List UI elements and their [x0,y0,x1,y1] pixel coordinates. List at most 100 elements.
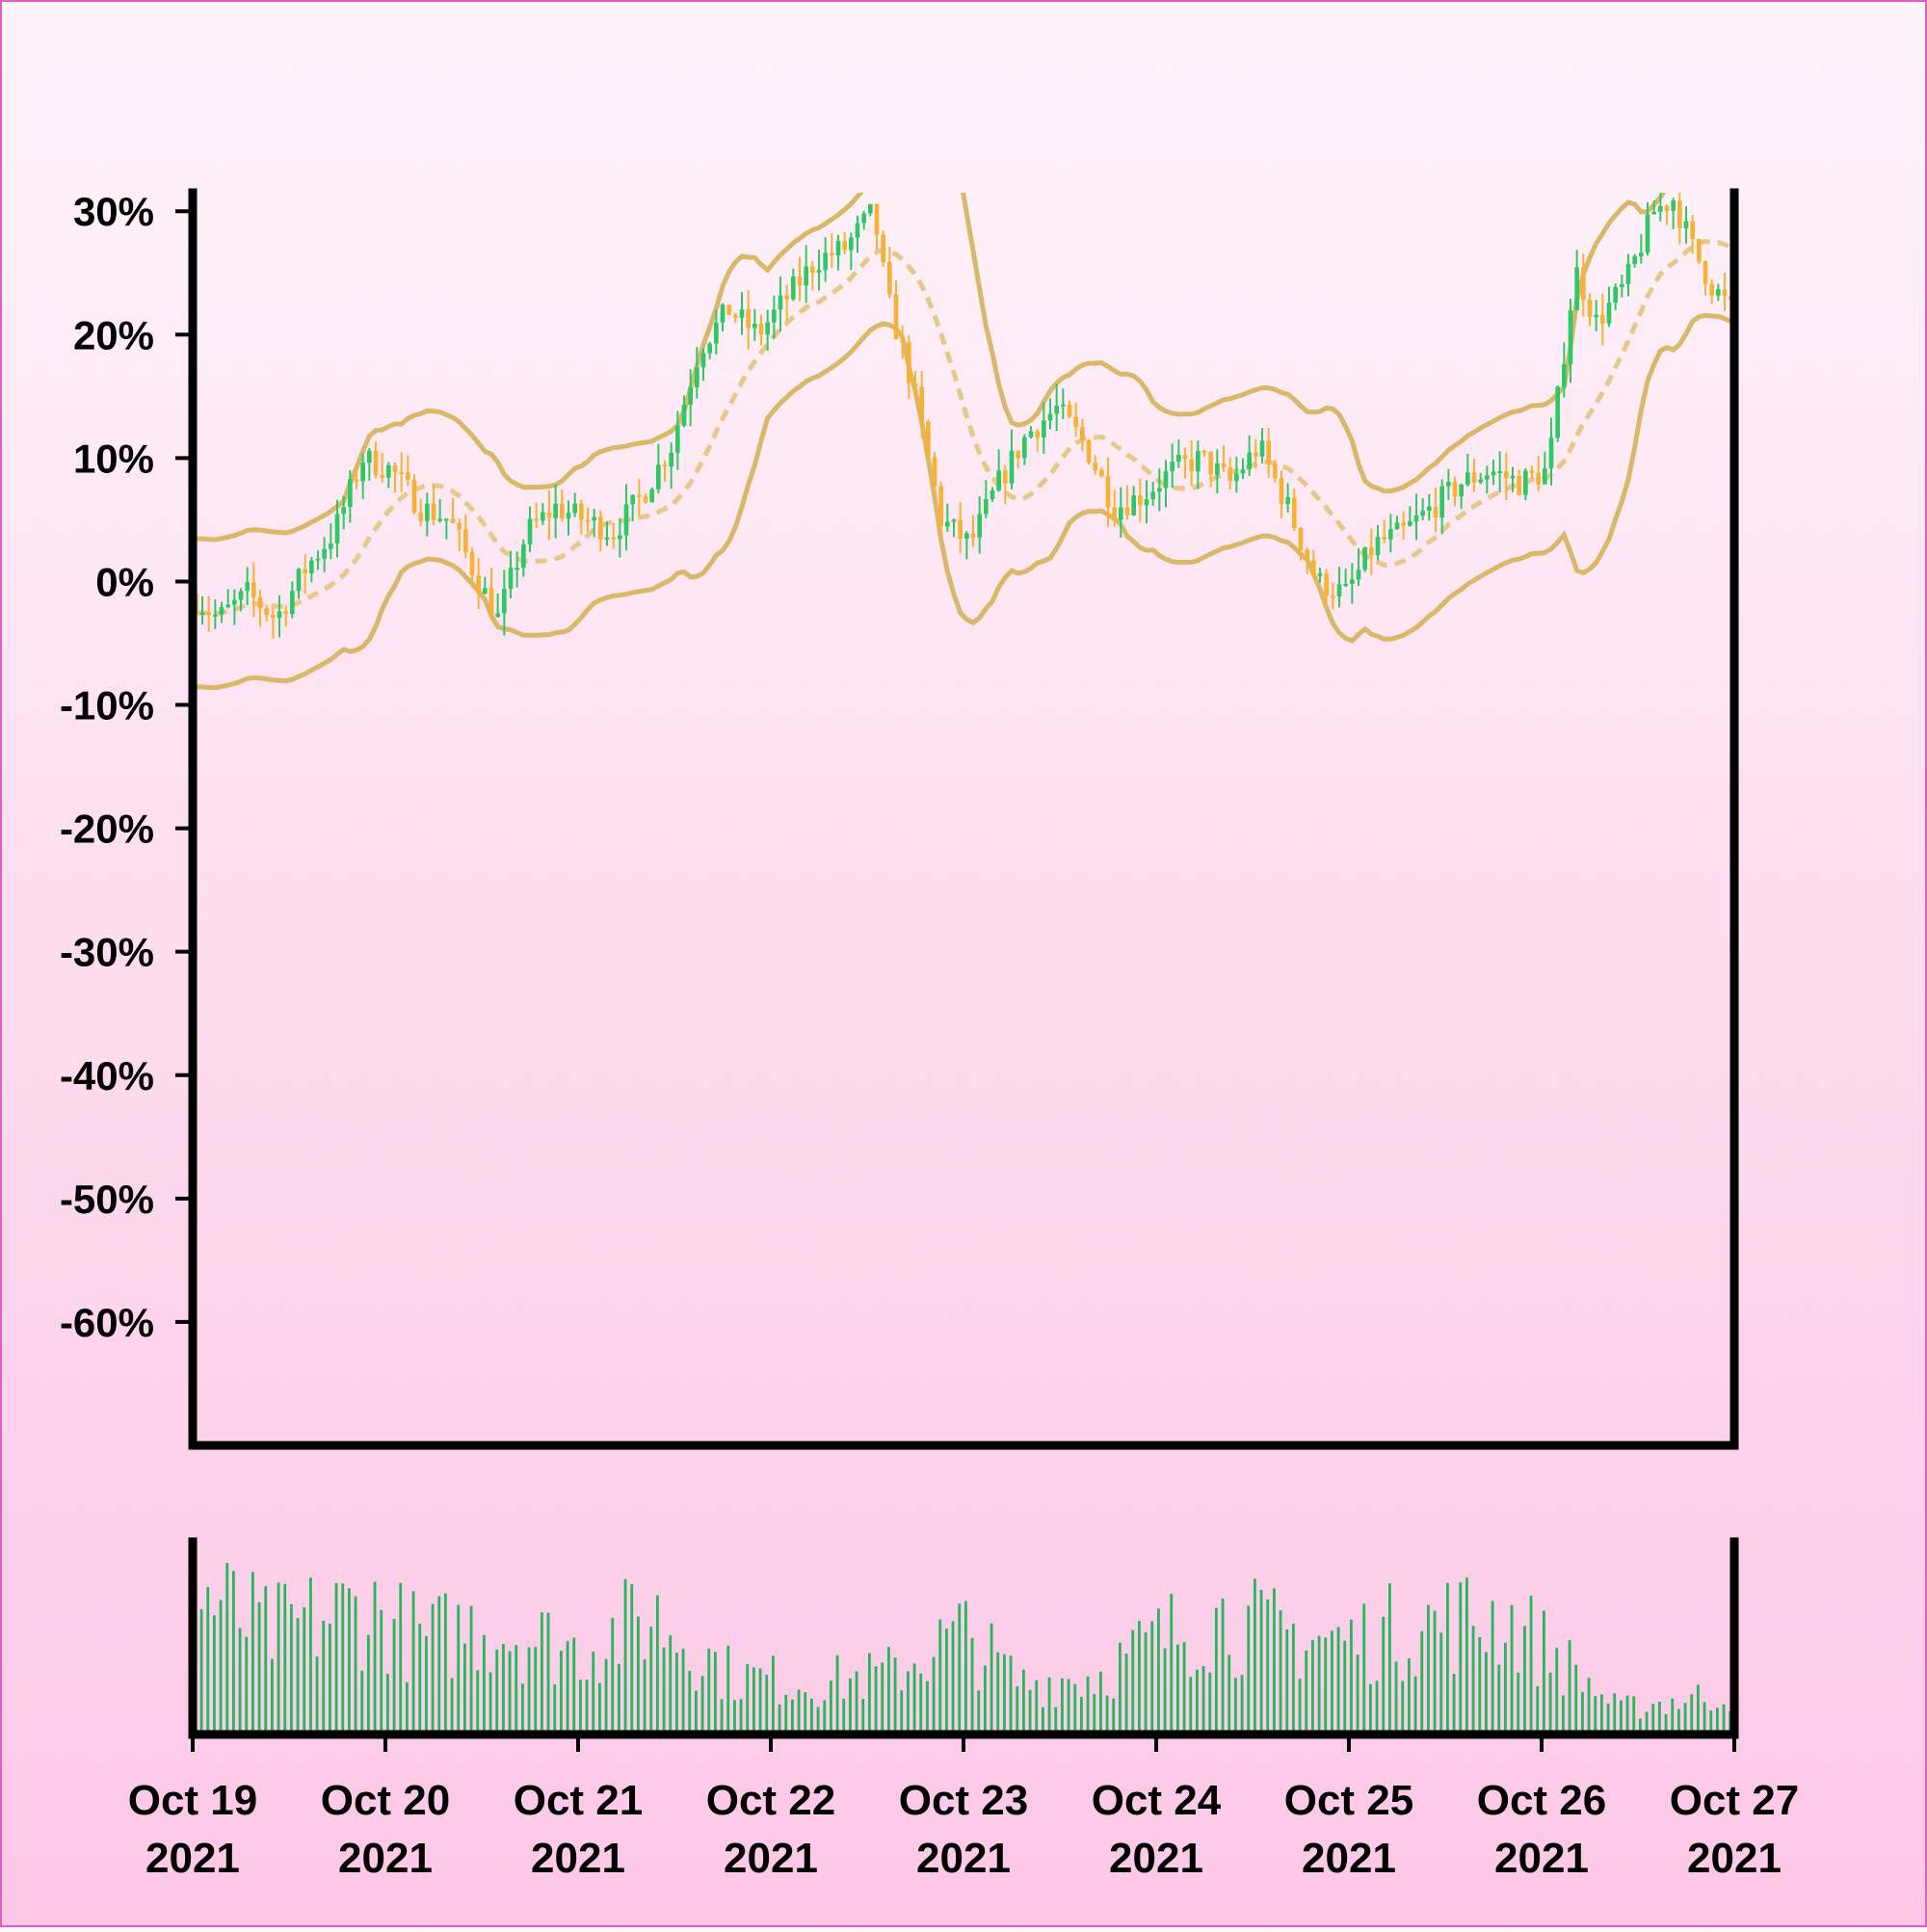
candle [553,484,558,539]
x-tick-label-year: 2021 [145,1835,240,1882]
candle-body [1157,488,1162,492]
price-series [194,193,1733,691]
candle [1504,452,1509,500]
volume-bar [1093,1694,1096,1734]
candle [515,551,519,588]
candle [1459,483,1464,510]
candle [797,256,803,302]
volume-bar [1298,1679,1302,1734]
y-tick-label: 20% [73,312,154,357]
candle-body [515,568,519,570]
candle-body [1150,491,1155,500]
volume-bar [932,1656,936,1734]
x-tick-label-date: Oct 22 [706,1777,836,1824]
x-tick-label-date: Oct 21 [514,1777,644,1824]
volume-bar [225,1563,229,1734]
volume-bar [418,1624,422,1734]
candle [1709,278,1714,304]
volume-bar [1042,1707,1044,1734]
candle-body [1042,420,1046,438]
candle [1150,481,1155,506]
candle-body [695,367,700,387]
candle [225,589,230,609]
candle [1529,465,1535,479]
candle [977,496,982,554]
volume-bar [791,1699,794,1734]
candle-body [572,503,577,514]
candle-body [1413,516,1419,522]
candle-body [649,489,654,503]
candle-body [1343,583,1348,586]
candle-body [1196,450,1201,472]
candle-body [418,512,423,521]
candle [1221,445,1227,472]
volume-bar [752,1667,755,1734]
volume-bar [502,1644,505,1734]
bollinger-lower-line [196,312,1732,691]
candle-body [1594,314,1598,318]
candle-body [977,514,982,538]
candle [1613,283,1618,310]
candle-body [1163,470,1169,489]
candle [598,510,603,552]
volume-bar [1504,1642,1507,1734]
volume-bar [541,1612,543,1734]
candle-body [245,582,250,592]
volume-bar [206,1587,210,1734]
candle-body [354,479,359,482]
volume-bar [1201,1665,1205,1734]
candle [778,277,783,332]
candle [592,509,596,538]
candle-body [1529,470,1535,473]
candle-body [257,596,263,609]
candle-body [1427,506,1432,512]
candle-body [1548,437,1554,469]
volume-bar [810,1698,813,1734]
volume-bar [726,1645,730,1734]
volume-bar [271,1658,274,1734]
volume-bar [1343,1640,1347,1734]
candle-body [1651,211,1656,215]
candle [1568,298,1573,384]
candle [1703,260,1708,296]
candle [1240,458,1246,480]
candle-body [1298,527,1304,550]
candle-body [213,614,218,617]
candle [1080,418,1085,452]
candle-body [643,496,648,503]
volume-bar [1336,1627,1340,1734]
candle-body [277,611,282,619]
candle-body [1690,221,1695,240]
volume-bar [630,1583,634,1734]
candle [830,233,834,268]
candle [1600,294,1605,346]
candle [707,341,712,359]
volume-bar [469,1605,473,1734]
volume-bar [1382,1616,1386,1734]
candle [1375,524,1381,561]
volume-bar [1163,1648,1167,1734]
volume-bar [290,1603,293,1734]
volume-bar [1124,1654,1128,1734]
volume-bar [1408,1657,1411,1734]
candle-body [1215,463,1220,475]
volume-bar [348,1588,351,1734]
candle-body [399,471,404,474]
volume-bar [1401,1681,1405,1734]
volume-bar [907,1671,910,1734]
volume-bar [823,1700,827,1734]
candle-body [618,535,622,540]
candle [1413,493,1419,541]
volume-bar [912,1663,916,1734]
volume-bar [199,1609,203,1734]
volume-bar [700,1676,704,1734]
candle-body [1182,455,1188,460]
volume-bar [1317,1635,1321,1734]
volume-bar [341,1583,345,1734]
volume-bar [508,1651,512,1734]
volume-bar [1478,1636,1482,1734]
candle-body [707,343,712,354]
volume-bar [251,1572,254,1734]
candle [322,537,327,572]
candle-body [386,465,391,478]
